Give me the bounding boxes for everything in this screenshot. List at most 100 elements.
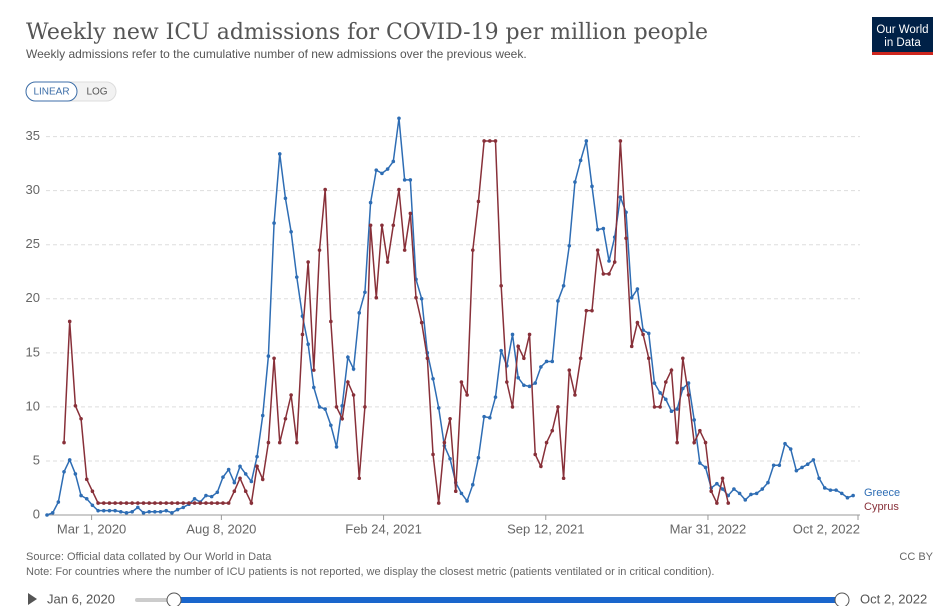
data-point — [419, 296, 424, 301]
data-point — [187, 501, 191, 505]
x-tick-label: Oct 2, 2022 — [793, 521, 860, 536]
play-button[interactable] — [28, 593, 37, 605]
data-point — [624, 236, 628, 241]
data-point — [459, 380, 464, 384]
x-tick-label: Sep 12, 2021 — [507, 521, 584, 536]
data-point — [743, 498, 748, 502]
data-point — [754, 491, 759, 496]
data-point — [453, 489, 458, 494]
linear-label[interactable]: LINEAR — [33, 87, 69, 98]
data-point — [50, 511, 55, 515]
chart-title: Weekly new ICU admissions for COVID-19 p… — [26, 20, 708, 45]
data-point — [124, 511, 129, 515]
timeline-handle[interactable] — [834, 592, 850, 606]
data-point — [346, 355, 350, 359]
data-point — [476, 199, 481, 204]
data-point — [84, 477, 89, 482]
data-point — [294, 275, 299, 279]
data-point — [357, 311, 362, 315]
data-point — [817, 476, 821, 481]
data-point — [578, 356, 583, 361]
data-point — [607, 272, 611, 276]
data-point — [164, 508, 169, 513]
data-point — [834, 488, 838, 492]
data-point — [612, 260, 617, 264]
data-point — [715, 481, 719, 486]
data-point — [561, 284, 566, 288]
data-point — [448, 456, 452, 461]
data-point — [283, 196, 288, 201]
data-point — [397, 116, 401, 121]
data-point — [249, 501, 254, 505]
data-point — [209, 494, 214, 499]
data-point — [158, 509, 163, 514]
data-point — [221, 501, 225, 505]
series-line — [63, 140, 729, 506]
data-point — [385, 167, 390, 171]
data-point — [533, 381, 538, 385]
data-point — [516, 375, 520, 380]
data-point — [663, 380, 668, 384]
data-point — [346, 380, 350, 384]
data-point — [272, 221, 276, 225]
data-point — [720, 476, 725, 481]
data-point — [573, 393, 577, 397]
logo-text: in Data — [884, 37, 921, 49]
log-label[interactable]: LOG — [86, 87, 107, 98]
data-point — [499, 348, 503, 353]
data-point — [470, 248, 475, 252]
data-point — [294, 440, 299, 445]
data-point — [618, 139, 623, 143]
license: CC BY — [899, 551, 933, 563]
data-point — [147, 509, 151, 514]
data-point — [175, 501, 180, 505]
data-point — [726, 501, 731, 505]
data-point — [561, 476, 566, 481]
data-point — [300, 332, 305, 337]
data-point — [442, 440, 447, 445]
data-point — [845, 495, 850, 500]
data-point — [686, 381, 691, 385]
data-point — [67, 458, 72, 462]
data-point — [277, 152, 282, 156]
data-point — [805, 462, 810, 466]
logo-bar — [872, 52, 933, 55]
data-point — [669, 368, 674, 372]
data-point — [482, 139, 486, 143]
data-point — [62, 440, 66, 445]
data-point — [522, 383, 526, 388]
timeline-handle[interactable] — [166, 592, 182, 606]
data-point — [175, 507, 180, 512]
data-point — [720, 487, 725, 491]
data-point — [681, 356, 685, 361]
timeline-start: Jan 6, 2020 — [47, 591, 115, 606]
timeline-range[interactable] — [174, 597, 842, 603]
data-point — [771, 463, 776, 468]
data-point — [595, 248, 600, 252]
data-point — [431, 452, 435, 457]
data-point — [249, 479, 254, 484]
data-point — [198, 501, 203, 505]
data-point — [136, 505, 140, 510]
data-point — [539, 365, 543, 369]
data-point — [828, 488, 833, 492]
data-point — [436, 501, 441, 505]
linear-button[interactable] — [25, 81, 78, 102]
data-point — [652, 405, 657, 409]
data-point — [749, 492, 753, 497]
legend-label: Cyprus — [864, 501, 899, 513]
data-point — [84, 496, 89, 501]
x-tick-label: Mar 31, 2022 — [670, 521, 747, 536]
data-point — [153, 509, 157, 514]
y-tick-label: 30 — [26, 182, 40, 197]
data-point — [107, 508, 112, 513]
data-point — [777, 463, 782, 468]
data-point — [238, 476, 242, 481]
data-point — [578, 158, 583, 163]
data-point — [465, 393, 469, 397]
logo[interactable] — [872, 17, 933, 55]
data-point — [675, 407, 679, 411]
data-point — [839, 491, 844, 496]
data-point — [397, 187, 401, 192]
data-point — [113, 501, 117, 505]
